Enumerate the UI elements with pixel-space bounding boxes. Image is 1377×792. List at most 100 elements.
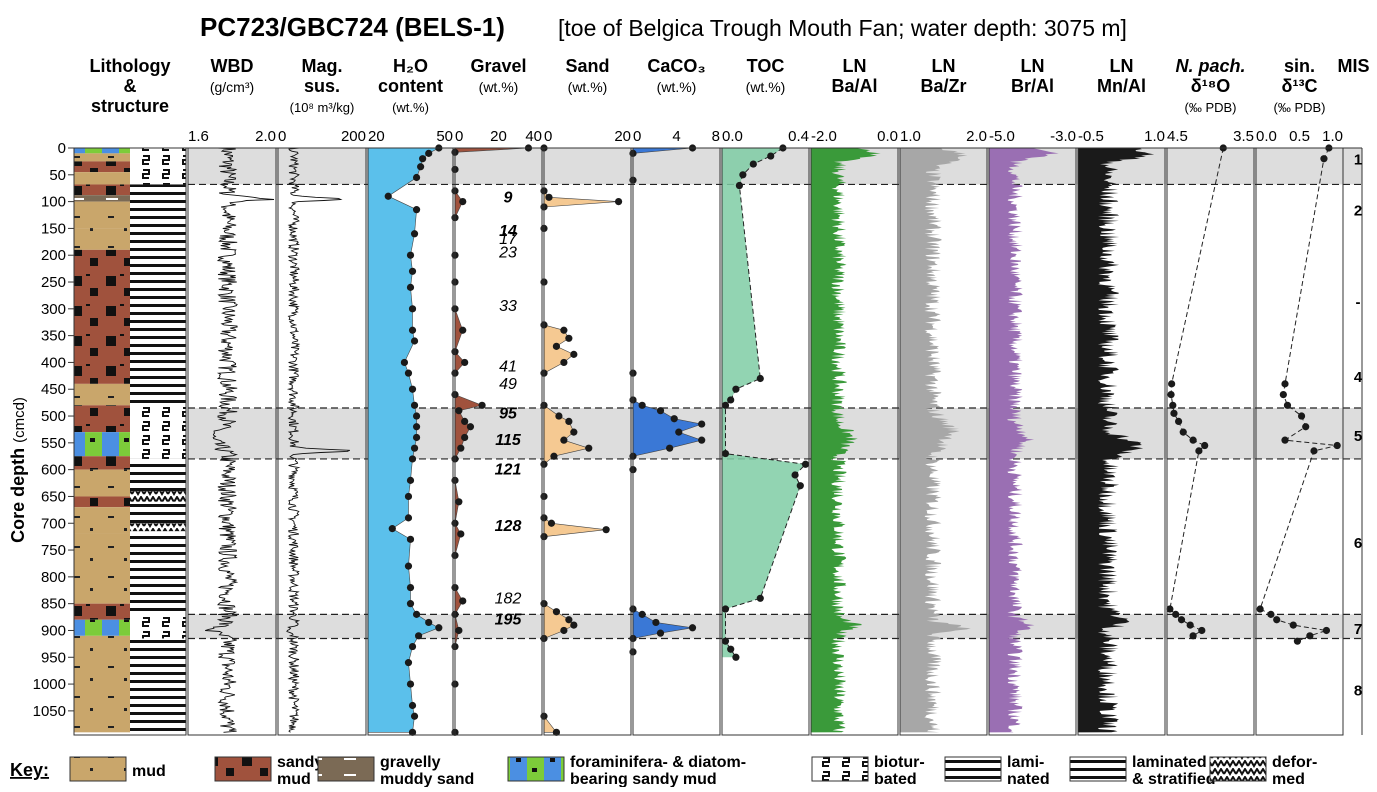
lith-unit-0 (74, 148, 130, 154)
h2o-point-26 (388, 525, 396, 533)
sand-point-12 (560, 358, 568, 367)
key-text-gravelly-1: gravelly (380, 754, 441, 771)
y-tick-label-0: 0 (58, 140, 66, 157)
header-mag-2: sus. (304, 76, 340, 96)
toc-point-1 (767, 152, 775, 160)
key-swatch-mud (69, 756, 127, 782)
d18o-point-13 (1186, 621, 1194, 629)
toc-point-16 (727, 645, 735, 653)
header-lith-2: & (124, 76, 137, 96)
h2o-point-23 (406, 476, 415, 484)
header-mis-1: MIS (1337, 56, 1369, 76)
d18o-line (1169, 147, 1224, 637)
d13c-point-3 (1279, 390, 1287, 399)
lith-unit-6 (74, 201, 130, 229)
key-text-gravelly-2: muddy sand (380, 771, 474, 787)
caco3-point-17 (688, 624, 697, 632)
h2o-point-7 (410, 230, 419, 238)
h2o-point-34 (414, 632, 423, 640)
header-d18o-3: (‰ PDB) (1185, 100, 1237, 115)
lith-unit-8 (74, 249, 130, 384)
h2o-point-15 (404, 369, 413, 377)
mis-label-3: 4 (1354, 369, 1363, 386)
header-toc-1: TOC (747, 56, 785, 76)
h2o-point-31 (412, 610, 421, 618)
tick-mnal-1: 1.0 (1144, 128, 1165, 145)
header-baal-1: LN (843, 56, 867, 76)
d18o-point-4 (1170, 409, 1178, 417)
tick-d18o-1: 3.5 (1233, 128, 1254, 145)
gravel-point-22 (455, 498, 463, 506)
tick-mag-1: 200 (341, 128, 366, 145)
h2o-point-16 (408, 385, 417, 393)
y-tick-label-12: 600 (41, 462, 66, 479)
header-d18o-1: N. pach. (1175, 56, 1245, 76)
key-text-laminated-1: lami- (1007, 754, 1044, 771)
key-text-lam-strat-1: laminated (1132, 754, 1207, 771)
gravel-point-17 (466, 423, 475, 431)
y-tick-label-13: 650 (41, 488, 66, 505)
key-swatch-lam-strat (1069, 756, 1127, 782)
d13c-point-6 (1302, 423, 1310, 431)
header-h2o-3: (wt.%) (392, 100, 429, 115)
y-tick-label-2: 100 (41, 194, 66, 211)
sand-point-29 (565, 616, 573, 624)
h2o-point-35 (408, 642, 417, 651)
sand-point-30 (570, 621, 578, 629)
key-text-deformed-1: defor- (1272, 754, 1317, 771)
toc-point-17 (732, 653, 740, 661)
lith-unit-13 (74, 469, 130, 497)
sand-point-20 (550, 452, 558, 460)
tick-wbd-1: 2.0 (255, 128, 276, 145)
header-mnal-1: LN (1110, 56, 1134, 76)
key-text-mud-1: mud (132, 763, 166, 780)
sand-point-34 (552, 728, 561, 736)
header-toc-2: (wt.%) (746, 79, 786, 95)
h2o-point-11 (408, 305, 417, 313)
tick-h2o-1: 50 (436, 128, 453, 145)
h2o-point-8 (406, 251, 415, 259)
sand-point-16 (565, 417, 573, 425)
age-label-4: 33 (499, 298, 517, 315)
d13c-point-12 (1273, 616, 1281, 624)
header-gravel-1: Gravel (470, 56, 526, 76)
key-swatch-sandy-mud (214, 756, 272, 782)
sand-point-2 (545, 193, 553, 201)
lith-unit-17 (74, 603, 130, 620)
structure-unit-8 (130, 614, 186, 639)
d13c-point-13 (1289, 621, 1297, 629)
header-caco3-2: (wt.%) (657, 79, 697, 95)
caco3-point-18 (656, 629, 665, 637)
h2o-point-17 (410, 401, 419, 409)
lith-unit-3 (74, 172, 130, 185)
y-tick-label-19: 950 (41, 649, 66, 666)
toc-point-5 (756, 374, 764, 383)
h2o-point-6 (412, 206, 421, 214)
header-d13c-1: sin. (1284, 56, 1315, 76)
h2o-point-3 (417, 163, 425, 171)
y-tick-label-5: 250 (41, 274, 66, 291)
header-d13c-2: δ¹³C (1282, 76, 1318, 96)
sand-point-10 (552, 342, 561, 350)
ln-br-al-area (989, 148, 1059, 733)
tick-baal-0: -2.0 (811, 128, 837, 145)
tick-sand-0: 0 (544, 128, 552, 145)
toc-point-10 (801, 460, 810, 468)
y-tick-label-4: 200 (41, 247, 66, 264)
h2o-point-13 (410, 337, 419, 345)
key-text-deformed-2: med (1272, 771, 1305, 787)
h2o-point-14 (400, 358, 409, 367)
caco3-point-10 (698, 436, 706, 444)
d18o-point-14 (1198, 626, 1206, 635)
h2o-point-10 (406, 283, 415, 291)
header-mnal-2: Mn/Al (1097, 76, 1146, 96)
lith-unit-15 (74, 507, 130, 534)
sand-point-31 (560, 626, 568, 635)
h2o-point-4 (412, 173, 421, 182)
tick-bral-1: -3.0 (1050, 128, 1076, 145)
caco3-point-9 (675, 428, 683, 436)
lith-unit-18 (74, 619, 130, 636)
key-text-laminated-2: nated (1007, 771, 1050, 787)
toc-point-9 (721, 449, 730, 458)
